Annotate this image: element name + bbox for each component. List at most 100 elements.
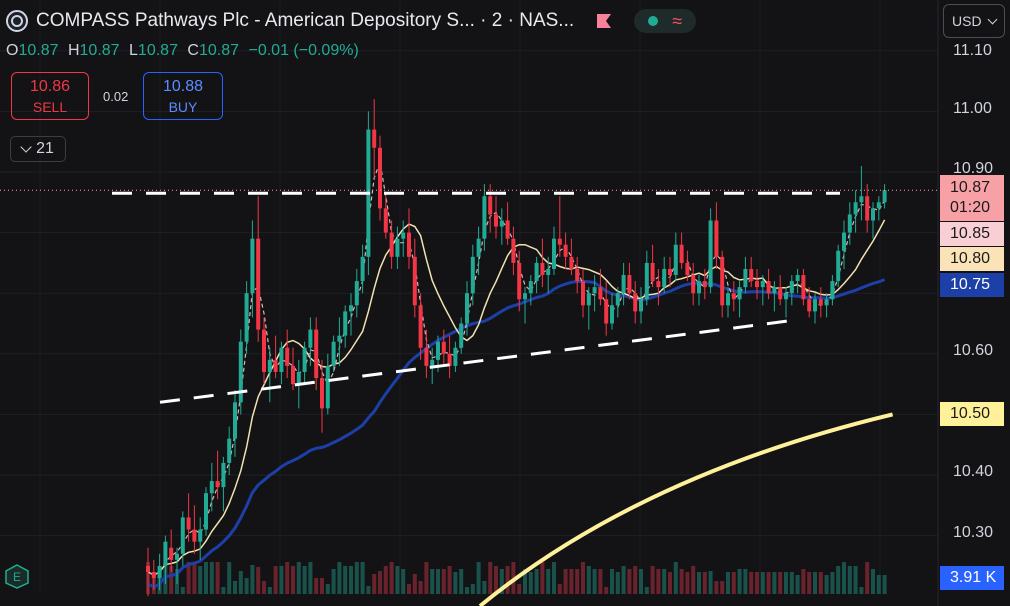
volume-bar xyxy=(737,569,742,594)
candle-body xyxy=(331,341,336,366)
volume-bar xyxy=(517,584,522,594)
candle-body xyxy=(685,262,690,276)
y-tick-label: 10.40 xyxy=(953,463,994,480)
candle-body xyxy=(262,329,266,372)
volume-bar xyxy=(494,566,498,594)
candle-body xyxy=(424,347,429,366)
chevron-down-icon xyxy=(20,141,32,153)
candle-body xyxy=(401,232,406,239)
candle-body xyxy=(784,293,788,300)
candle-body xyxy=(192,529,197,542)
candle-body xyxy=(789,281,794,294)
volume-bar xyxy=(412,574,417,594)
volume-bar xyxy=(633,566,638,594)
candle-body xyxy=(847,214,852,233)
candle-body xyxy=(743,268,748,288)
volume-bar xyxy=(169,566,174,594)
candle-body xyxy=(441,341,446,354)
volume-bar xyxy=(296,562,301,594)
candle-body xyxy=(354,281,359,306)
earnings-icon[interactable]: E xyxy=(4,563,30,589)
candle-body xyxy=(871,208,875,221)
volume-bar xyxy=(685,572,690,594)
volume-bar xyxy=(882,575,887,594)
volume-bar xyxy=(784,572,788,594)
candle-body xyxy=(708,220,713,288)
volume-bar xyxy=(604,587,609,594)
symbol-title[interactable]: COMPASS Pathways Plc - American Deposito… xyxy=(36,10,575,31)
volume-bar xyxy=(534,569,539,594)
volume-bar xyxy=(447,566,452,594)
candle-body xyxy=(668,268,672,276)
volume-bar xyxy=(465,587,469,594)
volume-bar xyxy=(372,574,377,594)
candle-body xyxy=(830,281,835,300)
candle-body xyxy=(436,341,440,360)
volume-bar xyxy=(186,562,191,594)
volume-bar xyxy=(256,567,261,594)
volume-bar xyxy=(540,562,545,594)
candle-body xyxy=(842,232,846,251)
candle-body xyxy=(302,347,307,372)
candle-body xyxy=(662,268,667,288)
candle-body xyxy=(656,281,661,288)
volume-bar xyxy=(824,575,829,594)
candle-body xyxy=(209,481,214,494)
volume-bar xyxy=(476,562,481,594)
ohlc-readout: O10.87 H10.87 L10.87 C10.87 −0.01 (−0.09… xyxy=(6,42,359,59)
volume-bar xyxy=(644,587,649,594)
volume-bar xyxy=(760,572,765,594)
candle-body xyxy=(523,293,527,300)
candle-body xyxy=(766,281,771,294)
candle-body xyxy=(592,287,597,294)
candle-body xyxy=(534,262,539,282)
sell-price: 10.86 xyxy=(29,78,71,95)
volume-bar xyxy=(337,562,342,594)
volume-bar xyxy=(383,566,388,594)
volume-bar xyxy=(743,569,748,594)
collapse-indicators-button[interactable]: 21 xyxy=(10,136,66,162)
candle-body xyxy=(296,371,301,385)
candle-body xyxy=(372,129,377,148)
candle-body xyxy=(383,208,388,233)
volume-bar xyxy=(552,562,556,594)
volume-bar xyxy=(546,569,551,594)
volume-bar xyxy=(795,575,800,594)
candle-body xyxy=(644,262,649,300)
candle-body xyxy=(285,347,290,366)
candle-body xyxy=(720,256,725,306)
candle-body xyxy=(598,287,603,300)
candle-body xyxy=(325,365,330,409)
candle-body xyxy=(511,238,516,263)
currency-select[interactable]: USD xyxy=(943,4,1005,38)
y-tick-label: 10.60 xyxy=(953,342,994,359)
candle-body xyxy=(749,268,754,282)
volume-bar xyxy=(407,584,411,594)
flag-icon[interactable] xyxy=(596,13,612,29)
candle-body xyxy=(714,220,719,257)
candle-body xyxy=(308,329,313,348)
volume-bar xyxy=(592,569,597,594)
ma-long-line xyxy=(478,412,894,606)
candle-body xyxy=(291,365,295,385)
volume-bar xyxy=(691,566,696,594)
sell-button[interactable]: 10.86 SELL xyxy=(11,72,89,120)
volume-bar xyxy=(679,569,684,594)
volume-bar xyxy=(598,569,603,594)
candle-body xyxy=(320,378,324,409)
volume-bar xyxy=(673,562,678,594)
candle-body xyxy=(755,281,759,288)
buy-button[interactable]: 10.88 BUY xyxy=(143,72,223,120)
volume-bar xyxy=(523,569,527,594)
candle-body xyxy=(175,553,179,560)
volume-bar xyxy=(853,566,858,594)
candle-body xyxy=(146,565,150,572)
svg-text:E: E xyxy=(13,570,21,584)
y-tick-label: 11.10 xyxy=(953,42,992,59)
indicator-toggle[interactable]: ≈ xyxy=(634,9,697,33)
company-logo-icon xyxy=(6,10,28,32)
candle-body xyxy=(882,190,887,203)
volume-bar xyxy=(360,562,365,594)
volume-bar xyxy=(836,566,841,594)
